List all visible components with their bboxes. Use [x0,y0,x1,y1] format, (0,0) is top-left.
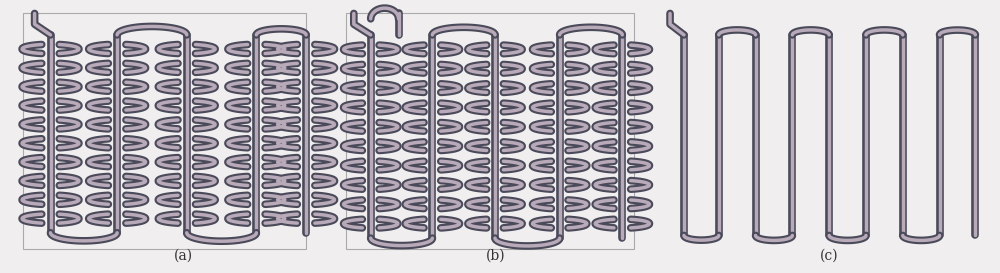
Text: (c): (c) [820,248,839,262]
Text: (b): (b) [486,248,506,262]
Text: (a): (a) [174,248,193,262]
